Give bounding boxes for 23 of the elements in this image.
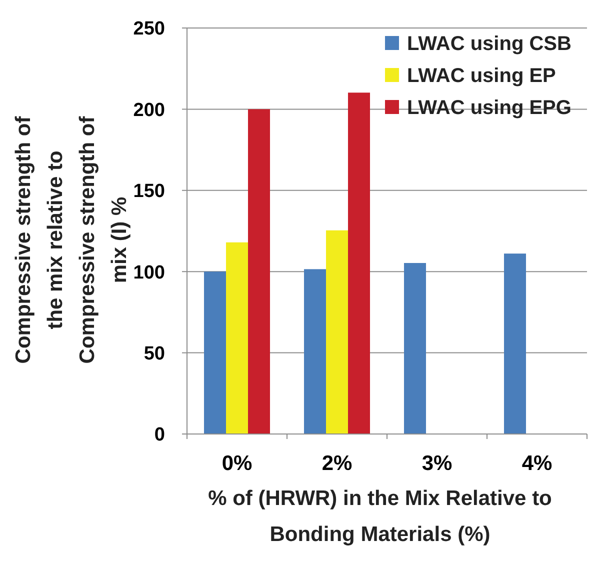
x-tick-label: 3% xyxy=(422,452,452,475)
x-axis-title: % of (HRWR) in the Mix Relative to Bonding Materials (%) xyxy=(208,487,552,546)
y-tick-label: 250 xyxy=(133,18,165,40)
bar xyxy=(404,262,426,434)
legend-label: LWAC using CSB xyxy=(407,33,572,55)
legend-label: LWAC using EP xyxy=(407,65,556,87)
y-tick-label: 200 xyxy=(133,100,165,121)
y-tick-label: 150 xyxy=(133,181,165,202)
bar xyxy=(248,109,270,434)
bar xyxy=(304,269,326,434)
x-tick-label: 0% xyxy=(222,452,252,475)
y-tick-label: 50 xyxy=(144,343,165,364)
bar xyxy=(204,272,226,434)
bar xyxy=(348,92,370,434)
y-tick-label: 0 xyxy=(154,424,165,446)
bar xyxy=(504,254,526,434)
y-axis-title: Compressive strength of the mix relative to Compressive strength of mix (I) % xyxy=(12,115,131,364)
x-tick-label: 4% xyxy=(522,452,552,475)
bar xyxy=(326,230,348,434)
y-tick-label: 100 xyxy=(133,262,165,284)
legend-label: LWAC using EPG xyxy=(407,97,572,119)
bar xyxy=(226,242,248,434)
x-tick-label: 2% xyxy=(322,452,352,475)
